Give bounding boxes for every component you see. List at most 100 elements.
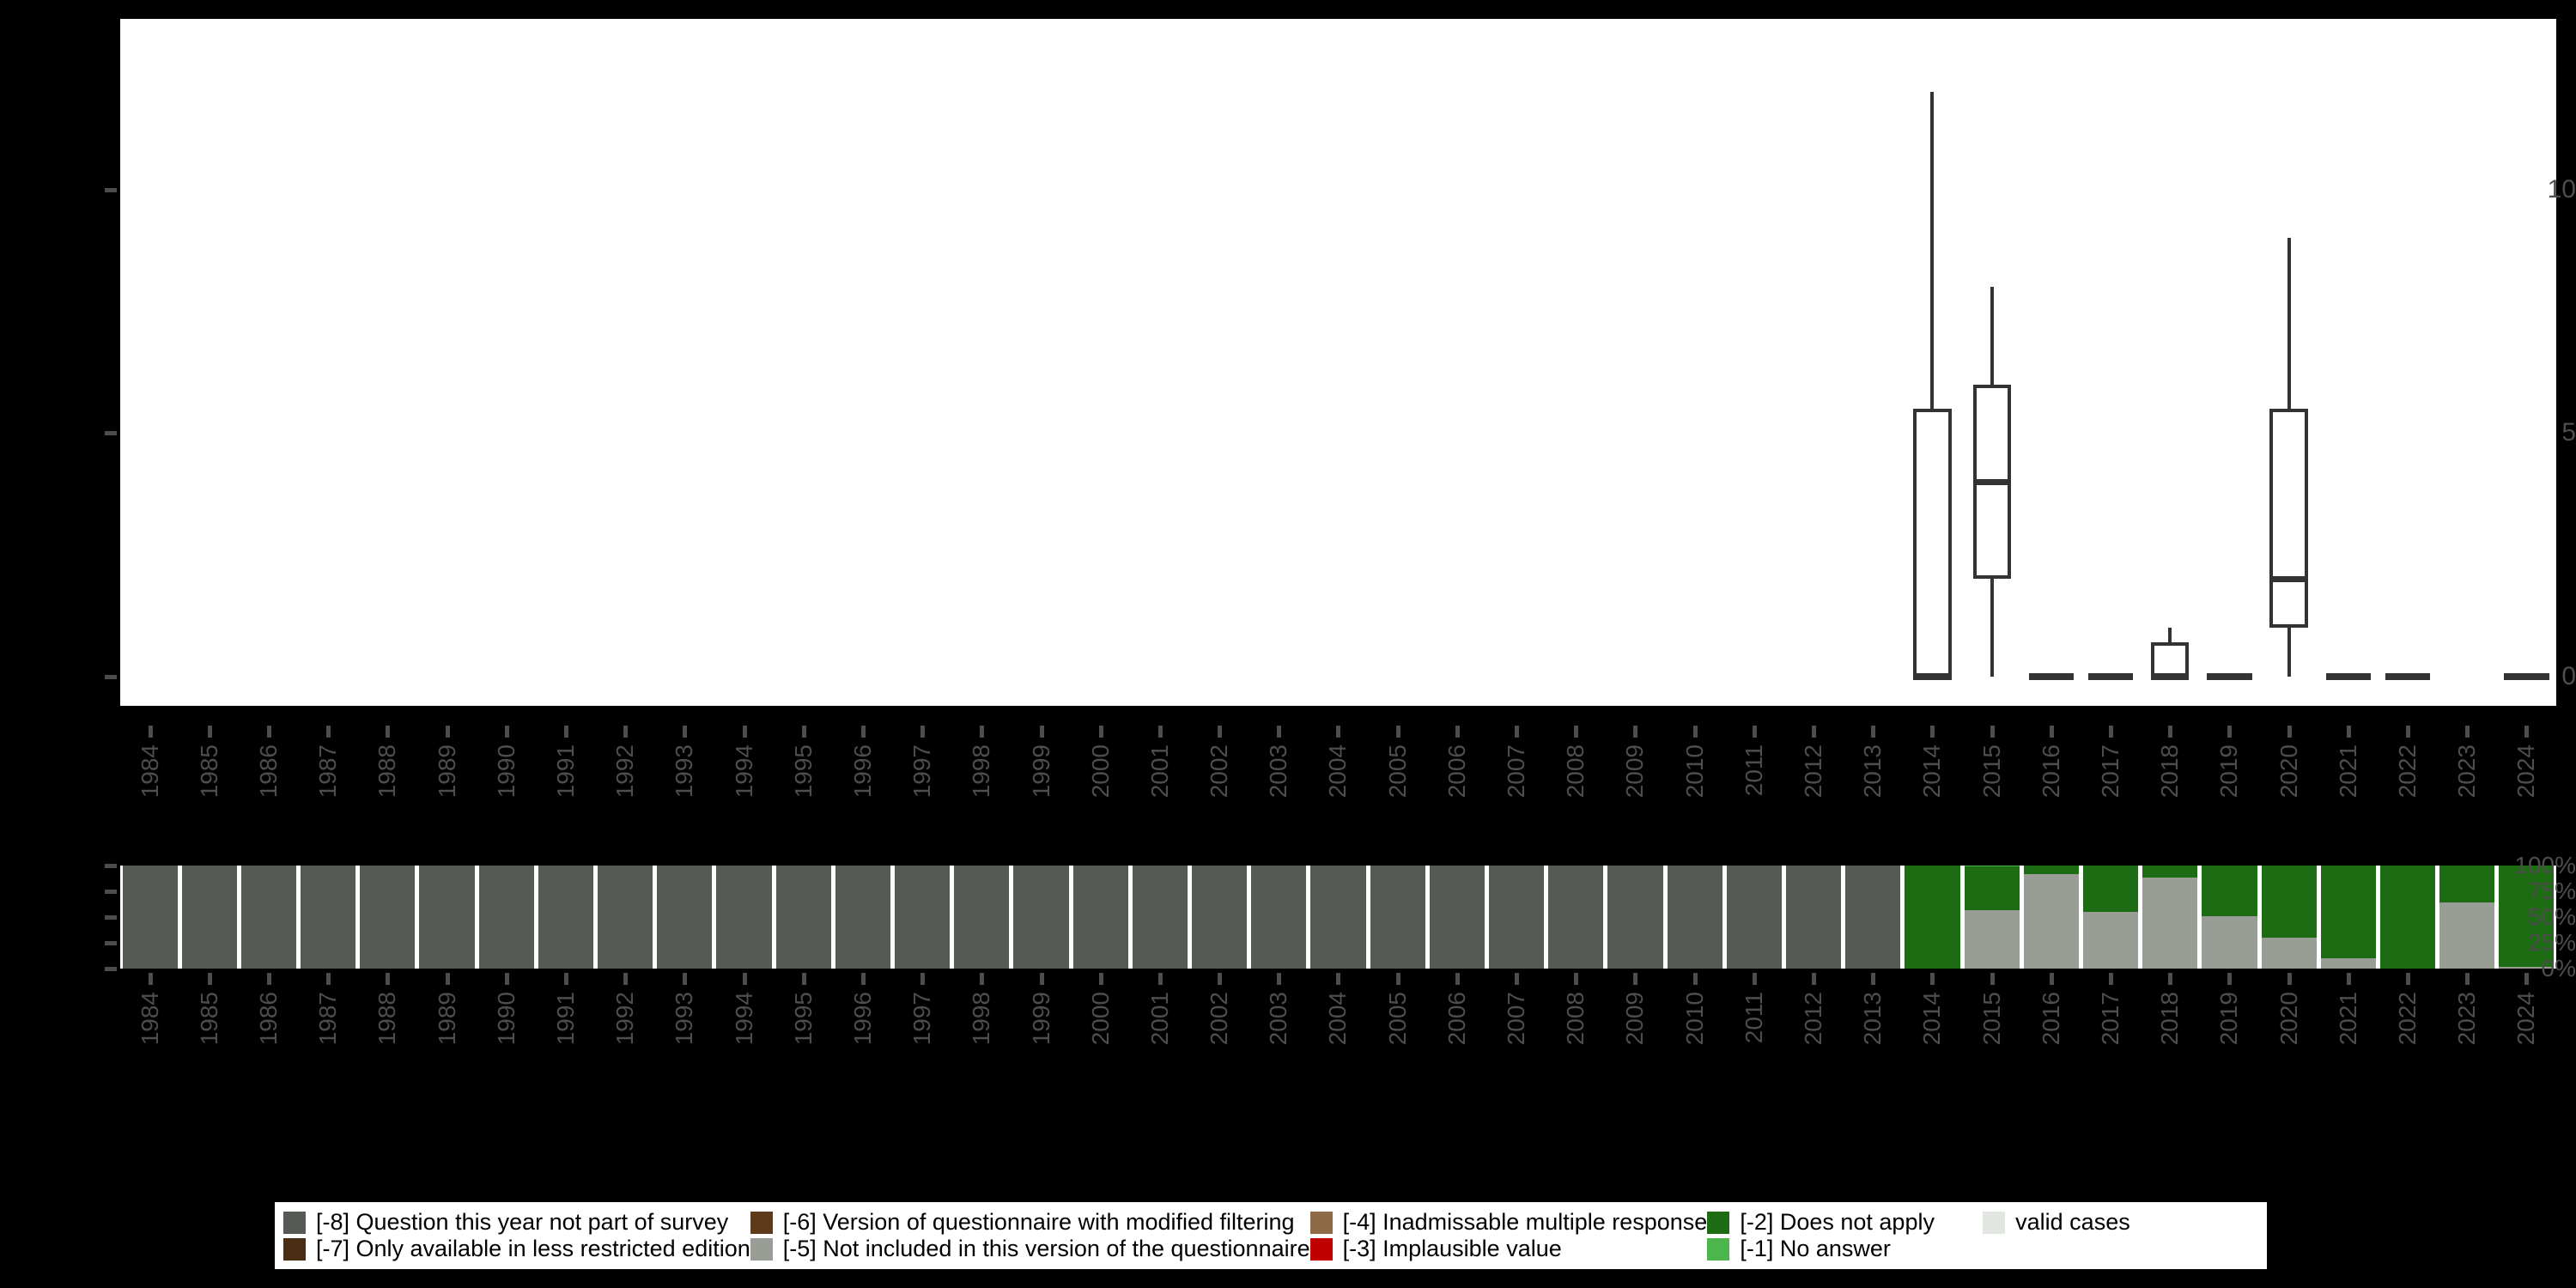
boxplot-flat-marker: [2504, 672, 2549, 680]
x-tick-label: 2008: [1562, 992, 1589, 1046]
stacked-bar-y-tick-mark: [105, 890, 117, 894]
x-axis-tick-2015: 2015: [1962, 973, 2021, 1102]
stacked-bar-segment-m8: [1251, 866, 1307, 969]
x-tick-mark: [1930, 726, 1935, 738]
x-axis-tick-2008: 2008: [1546, 726, 1606, 854]
x-tick-mark: [504, 973, 509, 985]
stacked-bar-x-axis: 1984 1985 1986 1987 1988 1989 1990 1991 1992 1993…: [120, 973, 2556, 1102]
x-tick-label: 2012: [1800, 744, 1827, 799]
x-tick-label: 2024: [2512, 992, 2540, 1046]
boxplot-plot-area: [120, 19, 2556, 706]
legend-label: [-6] Version of questionnaire with modif…: [782, 1209, 1295, 1235]
boxplot-y-tick-label: 10: [2547, 174, 2576, 204]
x-tick-mark: [1455, 726, 1460, 738]
boxplot-box: [2318, 19, 2378, 706]
stacked-bar-y-tick-label: 50%: [2527, 903, 2576, 930]
x-tick-label: 2001: [1145, 992, 1173, 1046]
legend: [-8] Question this year not part of surv…: [275, 1202, 2267, 1269]
stacked-bar-column: [657, 866, 713, 969]
legend-swatch-icon: [283, 1237, 306, 1261]
x-axis-tick-2012: 2012: [1783, 726, 1843, 854]
stacked-bar-segment-m8: [360, 866, 416, 969]
boxplot-box: [1903, 19, 1962, 706]
x-tick-label: 1986: [254, 744, 282, 799]
x-tick-mark: [920, 726, 926, 738]
legend-item[interactable]: [-7] Only available in less restricted e…: [283, 1236, 750, 1262]
stacked-bar-segment-m2: [2023, 866, 2079, 874]
x-tick-label: 2013: [1859, 744, 1886, 799]
x-tick-mark: [2406, 726, 2410, 738]
x-axis-tick-1997: 1997: [893, 973, 952, 1102]
stacked-bar-column: [2499, 866, 2555, 969]
x-tick-mark: [623, 726, 629, 738]
x-tick-label: 2023: [2453, 744, 2481, 799]
x-tick-label: 1984: [136, 992, 163, 1046]
stacked-bar-column: [2082, 866, 2139, 969]
stacked-bar-column: [1132, 866, 1188, 969]
x-tick-mark: [860, 973, 866, 985]
x-tick-mark: [1574, 973, 1579, 985]
x-axis-tick-2002: 2002: [1190, 726, 1249, 854]
stacked-bar-column: [1251, 866, 1307, 969]
stacked-bar-column: [1667, 866, 1722, 969]
legend-item[interactable]: [-2] Does not apply: [1707, 1209, 1983, 1236]
stacked-bar-segment-m8: [1726, 866, 1782, 969]
x-axis-tick-2004: 2004: [1309, 726, 1368, 854]
x-tick-mark: [1395, 973, 1400, 985]
x-axis-tick-2013: 2013: [1844, 726, 1903, 854]
legend-swatch-icon: [750, 1211, 773, 1234]
x-tick-label: 1992: [611, 992, 639, 1046]
boxplot-box: [2200, 19, 2259, 706]
stacked-bar-column: [538, 866, 594, 969]
x-tick-mark: [445, 726, 450, 738]
x-tick-label: 2020: [2275, 992, 2302, 1046]
x-tick-label: 1985: [195, 992, 222, 1046]
stacked-bar-y-tick-label: 75%: [2527, 878, 2576, 904]
stacked-bar-y-tick-mark: [105, 941, 117, 945]
x-tick-label: 1992: [611, 744, 639, 799]
x-tick-label: 2021: [2334, 992, 2361, 1046]
x-tick-label: 2007: [1503, 744, 1530, 799]
x-tick-label: 2023: [2453, 992, 2481, 1046]
x-axis-tick-2010: 2010: [1665, 726, 1724, 854]
x-tick-mark: [326, 726, 331, 738]
x-axis-tick-2018: 2018: [2141, 726, 2200, 854]
x-tick-label: 1996: [848, 744, 876, 799]
stacked-bar-segment-m5: [2082, 912, 2139, 969]
x-tick-label: 2020: [2275, 744, 2302, 799]
legend-item[interactable]: [-1] No answer: [1707, 1236, 1983, 1262]
x-axis-tick-2015: 2015: [1962, 726, 2021, 854]
legend-item[interactable]: [-3] Implausible value: [1309, 1236, 1708, 1262]
boxplot-iqr-box: [2269, 408, 2308, 629]
x-tick-mark: [1871, 726, 1876, 738]
x-axis-tick-2012: 2012: [1783, 973, 1843, 1102]
legend-item[interactable]: [-5] Not included in this version of the…: [750, 1236, 1310, 1262]
x-tick-label: 1994: [730, 744, 757, 799]
legend-swatch-icon: [1707, 1237, 1730, 1261]
x-tick-label: 2001: [1145, 744, 1173, 799]
x-tick-mark: [326, 973, 331, 985]
legend-item[interactable]: [-4] Inadmissable multiple response: [1309, 1209, 1707, 1236]
x-tick-mark: [1157, 973, 1163, 985]
stacked-bar-segment-m8: [1072, 866, 1128, 969]
x-axis-tick-2022: 2022: [2378, 973, 2437, 1102]
x-axis-tick-1995: 1995: [774, 973, 833, 1102]
stacked-bar-segment-m8: [954, 866, 1010, 969]
x-tick-label: 2008: [1562, 744, 1589, 799]
x-axis-tick-1999: 1999: [1012, 973, 1071, 1102]
stacked-bar-segment-m2: [2499, 866, 2555, 967]
x-tick-mark: [2465, 726, 2470, 738]
legend-item[interactable]: [-6] Version of questionnaire with modif…: [750, 1209, 1310, 1236]
x-tick-mark: [1633, 973, 1638, 985]
x-tick-label: 2019: [2215, 744, 2243, 799]
x-tick-label: 2010: [1680, 744, 1708, 799]
x-tick-mark: [683, 973, 688, 985]
stacked-bar-column: [2379, 866, 2436, 969]
legend-item[interactable]: valid cases: [1983, 1209, 2258, 1236]
x-axis-tick-2009: 2009: [1606, 973, 1665, 1102]
stacked-bar-segment-m5: [2439, 902, 2495, 969]
x-tick-mark: [1336, 726, 1341, 738]
x-axis-tick-2014: 2014: [1903, 973, 1962, 1102]
legend-item[interactable]: [-8] Question this year not part of surv…: [283, 1209, 750, 1236]
x-axis-tick-2003: 2003: [1249, 973, 1309, 1102]
